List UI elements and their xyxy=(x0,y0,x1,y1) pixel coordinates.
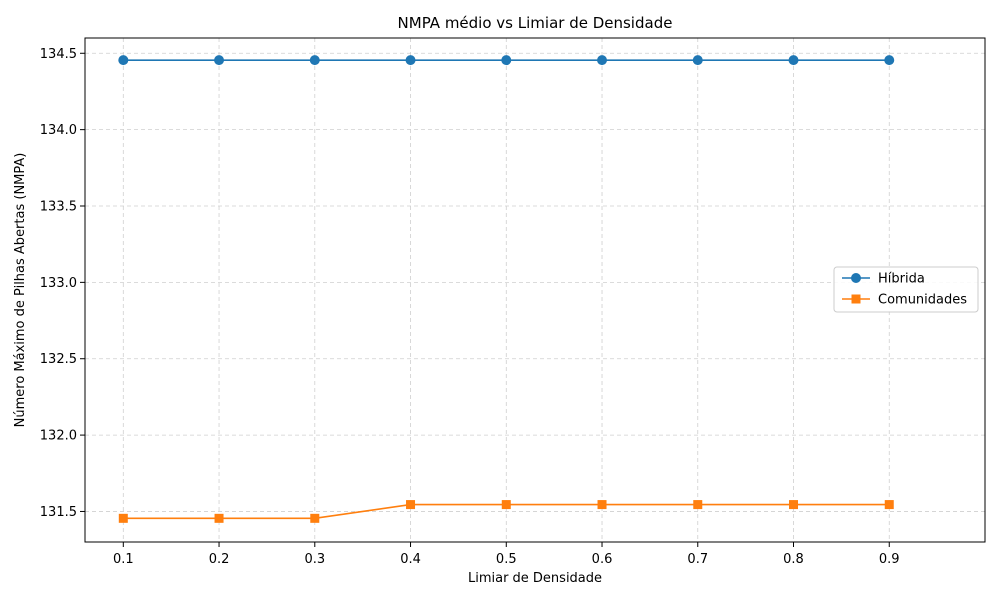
x-tick-label: 0.4 xyxy=(400,552,421,567)
series-hibrida xyxy=(118,55,895,66)
data-point xyxy=(789,500,799,510)
series-comunidades xyxy=(118,500,894,523)
data-point xyxy=(405,55,416,66)
x-tick-label: 0.7 xyxy=(687,552,708,567)
data-point xyxy=(884,55,895,66)
y-tick-label: 132.0 xyxy=(40,429,77,444)
data-point xyxy=(692,55,703,66)
y-tick-label: 134.5 xyxy=(40,47,77,62)
data-point xyxy=(884,500,894,510)
x-tick-label: 0.5 xyxy=(496,552,517,567)
x-tick-label: 0.2 xyxy=(209,552,230,567)
legend-marker xyxy=(851,273,861,283)
y-tick-label: 131.5 xyxy=(40,505,77,520)
data-point xyxy=(406,500,416,510)
x-tick-label: 0.8 xyxy=(783,552,804,567)
x-axis-title: Limiar de Densidade xyxy=(468,571,602,586)
legend-label: Híbrida xyxy=(878,272,925,287)
data-point xyxy=(309,55,320,66)
data-point xyxy=(597,500,607,510)
data-point xyxy=(214,513,224,523)
x-tick-label: 0.9 xyxy=(879,552,900,567)
series-group xyxy=(118,55,895,523)
x-tick-label: 0.6 xyxy=(592,552,613,567)
plot-frame xyxy=(84,37,986,543)
legend: Híbrida Comunidades xyxy=(833,266,979,313)
legend-label: Comunidades xyxy=(878,293,967,308)
y-axis-title: Número Máximo de Pilhas Abertas (NMPA) xyxy=(13,153,28,428)
x-tick-label: 0.1 xyxy=(113,552,134,567)
legend-entry: Híbrida xyxy=(842,272,925,287)
legend-marker xyxy=(851,294,861,304)
data-point xyxy=(501,55,512,66)
y-tick-label: 133.5 xyxy=(40,200,77,215)
data-point xyxy=(214,55,225,66)
x-tick-label: 0.3 xyxy=(304,552,325,567)
legend-entry: Comunidades xyxy=(842,293,967,308)
data-point xyxy=(310,513,320,523)
data-point xyxy=(597,55,608,66)
grid xyxy=(85,38,985,542)
data-point xyxy=(788,55,799,66)
axis-ticks: 0.1 0.2 0.3 0.4 0.5 0.6 0.7 0.8 0.9 131.5 132.0 132… xyxy=(40,47,900,567)
data-point xyxy=(118,513,128,523)
y-tick-label: 133.0 xyxy=(40,276,77,291)
y-tick-label: 134.0 xyxy=(40,123,77,138)
y-tick-label: 132.5 xyxy=(40,352,77,367)
data-point xyxy=(693,500,703,510)
data-point xyxy=(118,55,129,66)
data-point xyxy=(501,500,511,510)
chart-title: NMPA médio vs Limiar de Densidade xyxy=(398,14,673,32)
